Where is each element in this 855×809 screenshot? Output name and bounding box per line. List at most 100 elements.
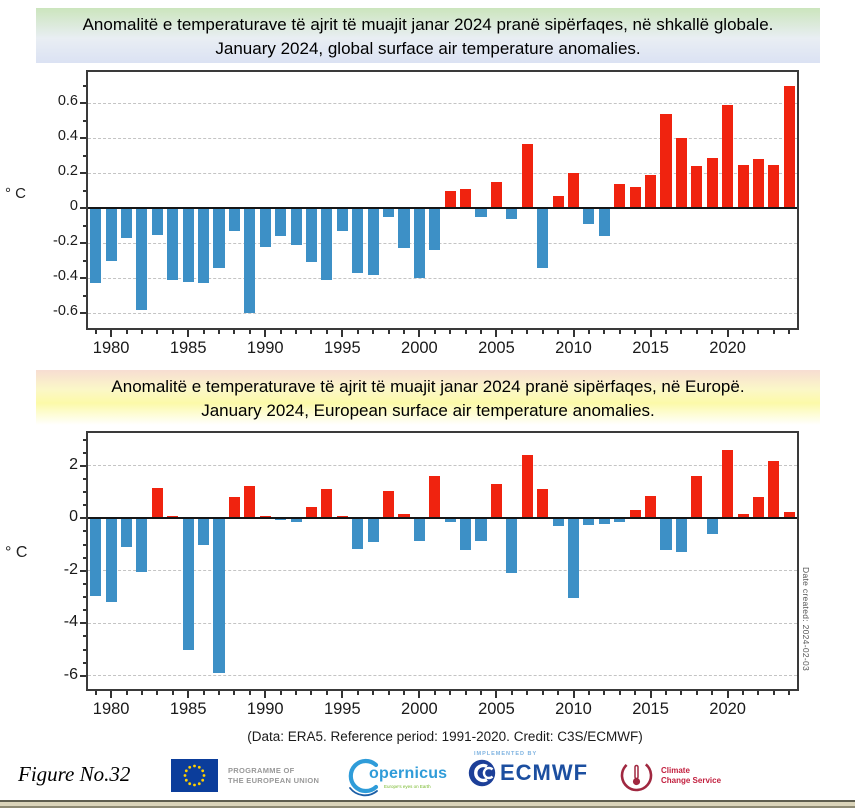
anomaly-bar-1984 [167,208,179,280]
copernicus-wordmark: opernicus [369,765,448,782]
gridline--0.6 [88,312,797,314]
anomaly-bar-2015 [645,496,657,519]
anomaly-bar-2002 [444,190,456,209]
anomaly-bar-2011 [583,208,595,225]
x-minor-tick [156,691,159,695]
anomaly-bar-1981 [120,518,133,548]
anomaly-bar-1996 [352,518,364,549]
y-tick-label: 2 [69,455,78,473]
x-minor-tick [218,330,220,334]
anomaly-bar-2017 [675,138,687,209]
x-minor-tick [295,330,298,334]
anomaly-bar-1992 [290,518,302,523]
x-minor-tick [402,691,405,695]
x-minor-tick [449,691,452,695]
anomaly-bar-2017 [675,518,687,553]
anomaly-bar-2012 [598,518,610,524]
zero-line [88,207,797,210]
x-tick-label: 2015 [632,700,669,718]
anomaly-bar-1990 [259,515,271,519]
x-minor-tick [541,330,544,334]
anomaly-bar-2019 [706,518,718,535]
x-minor-tick [156,330,159,334]
y-tick [80,172,86,175]
gridline--6 [88,675,797,677]
x-minor-tick [402,330,405,334]
anomaly-bar-1988 [228,497,240,519]
y-minor-tick [83,491,86,494]
anomaly-bar-2022 [752,497,764,519]
x-minor-tick [279,330,282,334]
x-minor-tick [587,691,590,695]
anomaly-bar-1994 [321,489,333,519]
x-tick-label: 1985 [169,339,207,357]
anomaly-bar-2011 [583,518,595,525]
x-tick-label: 1985 [169,700,207,718]
europe-chart-y-axis-unit: ° C [5,544,28,561]
anomaly-bar-2000 [413,208,425,279]
ecmwf-logo: IMPLEMENTED BY ECMWF [468,751,618,797]
y-minor-tick [83,451,86,454]
x-tick [110,330,113,337]
x-minor-tick [711,330,714,334]
anomaly-bar-1980 [105,208,117,261]
y-tick [80,137,86,140]
anomaly-bar-2024 [783,85,795,209]
x-tick-label: 1995 [323,339,361,357]
global-chart-title-band: Anomalitë e temperaturave të ajrit të mu… [36,8,820,63]
anomaly-bar-2015 [645,175,657,209]
anomaly-bar-2024 [783,511,795,519]
x-minor-tick [510,691,513,695]
anomaly-bar-2021 [737,514,749,519]
x-tick-label: 1990 [246,700,284,718]
x-minor-tick [510,330,513,334]
anomaly-bar-1999 [398,208,410,249]
x-minor-tick [356,330,359,334]
x-minor-tick [557,330,560,334]
anomaly-bar-2014 [629,510,641,519]
anomaly-bar-2007 [521,143,533,209]
x-minor-tick [526,691,529,695]
x-minor-tick [788,330,791,334]
y-tick-label: 0.6 [57,93,78,110]
anomaly-bar-2020 [722,450,734,519]
anomaly-bar-2003 [460,189,472,209]
x-tick [572,330,575,337]
x-minor-tick [171,691,174,695]
x-minor-tick [325,691,328,695]
y-minor-tick [83,84,86,87]
y-tick [80,242,86,245]
y-tick-label: -0.6 [53,303,78,320]
anomaly-bar-1984 [167,515,179,519]
anomaly-bar-1979 [90,518,102,596]
copernicus-c-icon [348,758,379,797]
y-minor-tick [83,154,86,157]
anomaly-bar-1986 [198,518,210,545]
x-minor-tick [680,691,683,695]
x-minor-tick [248,691,251,695]
x-minor-tick [587,330,590,334]
anomaly-bar-1982 [136,208,148,310]
y-minor-tick [83,661,86,664]
anomaly-bar-2001 [429,476,441,519]
anomaly-bar-1982 [136,518,148,573]
y-minor-tick [83,119,86,122]
x-tick [649,330,652,337]
x-minor-tick [202,691,205,695]
anomaly-bar-1979 [90,208,102,284]
anomaly-bar-1989 [244,208,256,314]
anomaly-bar-1980 [105,518,117,603]
figure-number-label: Figure No.32 [18,762,131,786]
anomaly-bar-1983 [151,208,163,235]
x-minor-tick [695,330,698,334]
anomaly-bar-2013 [614,183,626,209]
x-minor-tick [480,330,483,334]
y-tick-label: 0.2 [57,163,78,180]
global-chart-y-axis-unit: ° C [5,185,26,202]
anomaly-bar-2010 [567,518,580,599]
y-tick [80,312,86,315]
anomaly-bar-2004 [475,208,487,218]
anomaly-bar-2008 [537,208,549,268]
x-minor-tick [433,691,436,695]
x-minor-tick [171,330,174,334]
